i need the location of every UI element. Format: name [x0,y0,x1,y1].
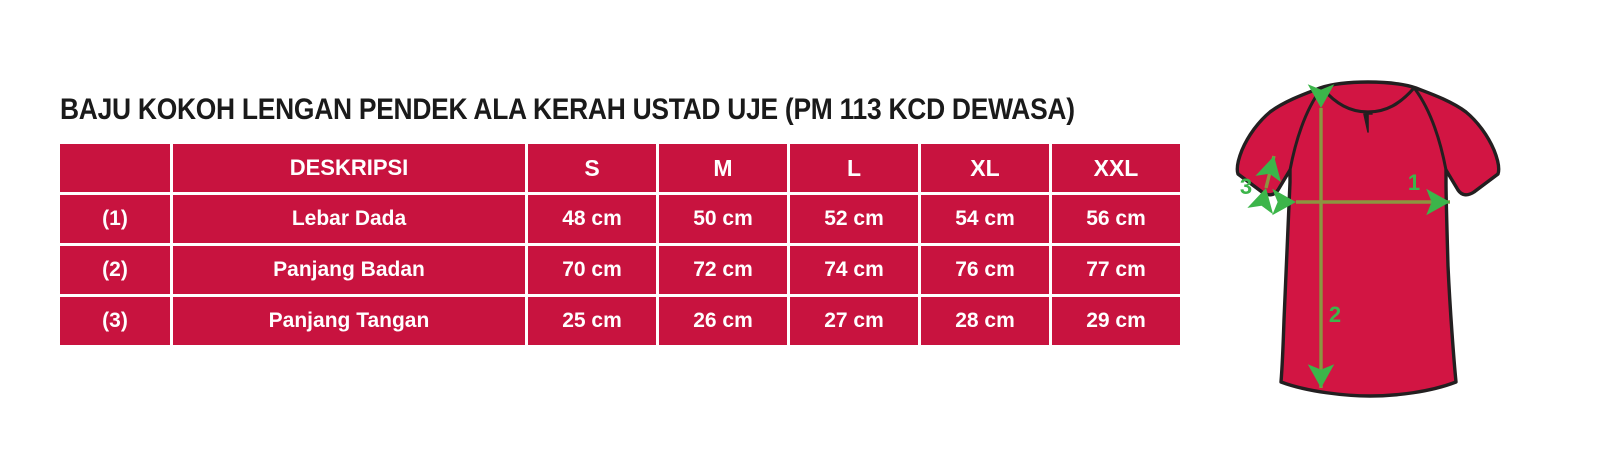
table-body: (1) Lebar Dada 48 cm 50 cm 52 cm 54 cm 5… [60,195,1180,345]
shoulder-seam-right [1413,88,1448,171]
cell-xxl: 56 cm [1052,195,1180,243]
cell-l: 52 cm [790,195,918,243]
header-description: DESKRIPSI [173,144,525,192]
collar-notch [1363,111,1373,133]
table-header-row: DESKRIPSI S M L XL XXL [60,144,1180,192]
row-description: Lebar Dada [173,195,525,243]
label-chest-width: 1 [1408,170,1420,195]
cell-l: 27 cm [790,297,918,345]
header-size-s: S [528,144,656,192]
row-description: Panjang Tangan [173,297,525,345]
cell-s: 48 cm [528,195,656,243]
header-size-xxl: XXL [1052,144,1180,192]
page-title: BAJU KOKOH LENGAN PENDEK ALA KERAH USTAD… [60,93,1075,126]
cell-xxl: 29 cm [1052,297,1180,345]
arrow-sleeve-length [1247,155,1282,215]
cell-xxl: 77 cm [1052,246,1180,294]
shirt-diagram: 1 2 3 [1218,70,1508,410]
cell-s: 25 cm [528,297,656,345]
row-index: (1) [60,195,170,243]
size-table: DESKRIPSI S M L XL XXL (1) Lebar Dada 48… [57,141,1183,348]
label-body-length: 2 [1329,302,1341,327]
row-description: Panjang Badan [173,246,525,294]
header-size-m: M [659,144,787,192]
size-table-container: DESKRIPSI S M L XL XXL (1) Lebar Dada 48… [60,144,1180,345]
cell-m: 26 cm [659,297,787,345]
table-row: (3) Panjang Tangan 25 cm 26 cm 27 cm 28 … [60,297,1180,345]
table-row: (1) Lebar Dada 48 cm 50 cm 52 cm 54 cm 5… [60,195,1180,243]
cell-l: 74 cm [790,246,918,294]
cell-xl: 54 cm [921,195,1049,243]
cell-xl: 76 cm [921,246,1049,294]
table-header: DESKRIPSI S M L XL XXL [60,144,1180,192]
table-row: (2) Panjang Badan 70 cm 72 cm 74 cm 76 c… [60,246,1180,294]
cell-s: 70 cm [528,246,656,294]
row-index: (2) [60,246,170,294]
row-index: (3) [60,297,170,345]
header-index [60,144,170,192]
cell-m: 72 cm [659,246,787,294]
label-sleeve-length: 3 [1240,174,1252,199]
sleeve-hem-right [1473,172,1499,194]
cell-xl: 28 cm [921,297,1049,345]
header-size-l: L [790,144,918,192]
header-size-xl: XL [921,144,1049,192]
shirt-body-shape [1235,80,1501,398]
cell-m: 50 cm [659,195,787,243]
